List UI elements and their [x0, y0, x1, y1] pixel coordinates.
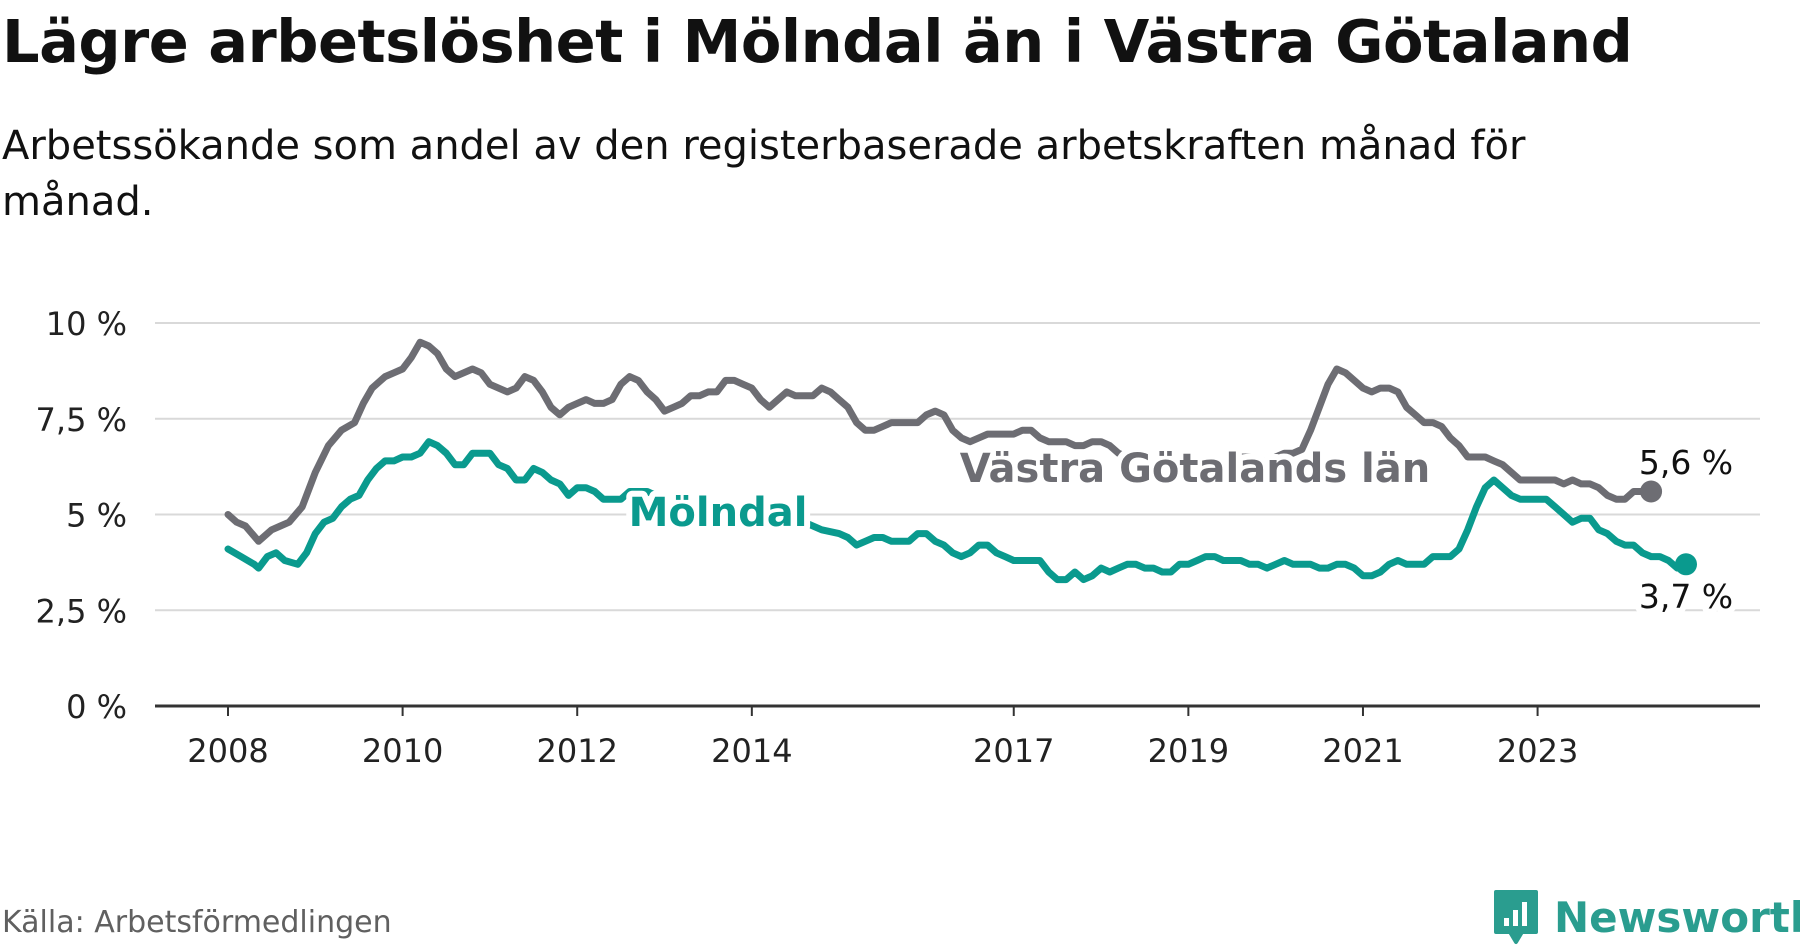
- newsworthy-logo-text: Newsworthy: [1554, 892, 1800, 942]
- series-name-molndal-halo: Mölndal: [629, 490, 808, 536]
- series-line-molndal: [224, 438, 1690, 584]
- x-tick-label: 2021: [1322, 732, 1403, 770]
- series-name-molndal: Mölndal: [629, 490, 808, 536]
- newsworthy-logo-icon: [1494, 890, 1538, 944]
- x-tick-label: 2019: [1148, 732, 1229, 770]
- y-tick-label: 2,5 %: [36, 592, 127, 630]
- series-line-vastra-gotaland: [224, 338, 1655, 545]
- newsworthy-logo[interactable]: Newsworthy: [1492, 882, 1800, 952]
- series-end-dot: [1640, 480, 1663, 503]
- y-tick-label: 0 %: [66, 688, 127, 726]
- x-tick-label: 2012: [537, 732, 618, 770]
- series-lines: [224, 338, 1697, 584]
- end-value-label-molndal-halo: 3,7 %: [1639, 577, 1733, 616]
- end-value-label-molndal: 3,7 %: [1639, 577, 1733, 616]
- source-note: Källa: Arbetsförmedlingen: [2, 905, 392, 940]
- x-tick-label: 2008: [187, 732, 268, 770]
- end-value-label-vastra-gotaland: 5,6 %: [1639, 443, 1733, 482]
- series-name-vastra-gotaland-halo: Västra Götalands län: [960, 446, 1431, 492]
- x-tick-label: 2023: [1497, 732, 1578, 770]
- y-axis: 0 % 2,5 % 5 % 7,5 % 10 %: [36, 305, 127, 726]
- y-tick-label: 7,5 %: [36, 401, 127, 439]
- end-value-label-vastra-gotaland-halo: 5,6 %: [1639, 443, 1733, 482]
- y-tick-label: 10 %: [46, 305, 127, 343]
- series-end-dot: [1675, 553, 1697, 576]
- y-tick-label: 5 %: [66, 497, 127, 535]
- x-tick-label: 2017: [973, 732, 1054, 770]
- chart-subtitle: Arbetssökande som andel av den registerb…: [2, 123, 1526, 225]
- chart-title: Lägre arbetslöshet i Mölndal än i Västra…: [2, 7, 1633, 76]
- x-tick-label: 2014: [711, 732, 792, 770]
- gridlines: [155, 322, 1760, 612]
- x-axis: 2008 2010 2012 2014 2017 2019 2021 2023: [155, 704, 1760, 770]
- x-tick-label: 2010: [362, 732, 443, 770]
- series-name-vastra-gotaland: Västra Götalands län: [960, 446, 1431, 492]
